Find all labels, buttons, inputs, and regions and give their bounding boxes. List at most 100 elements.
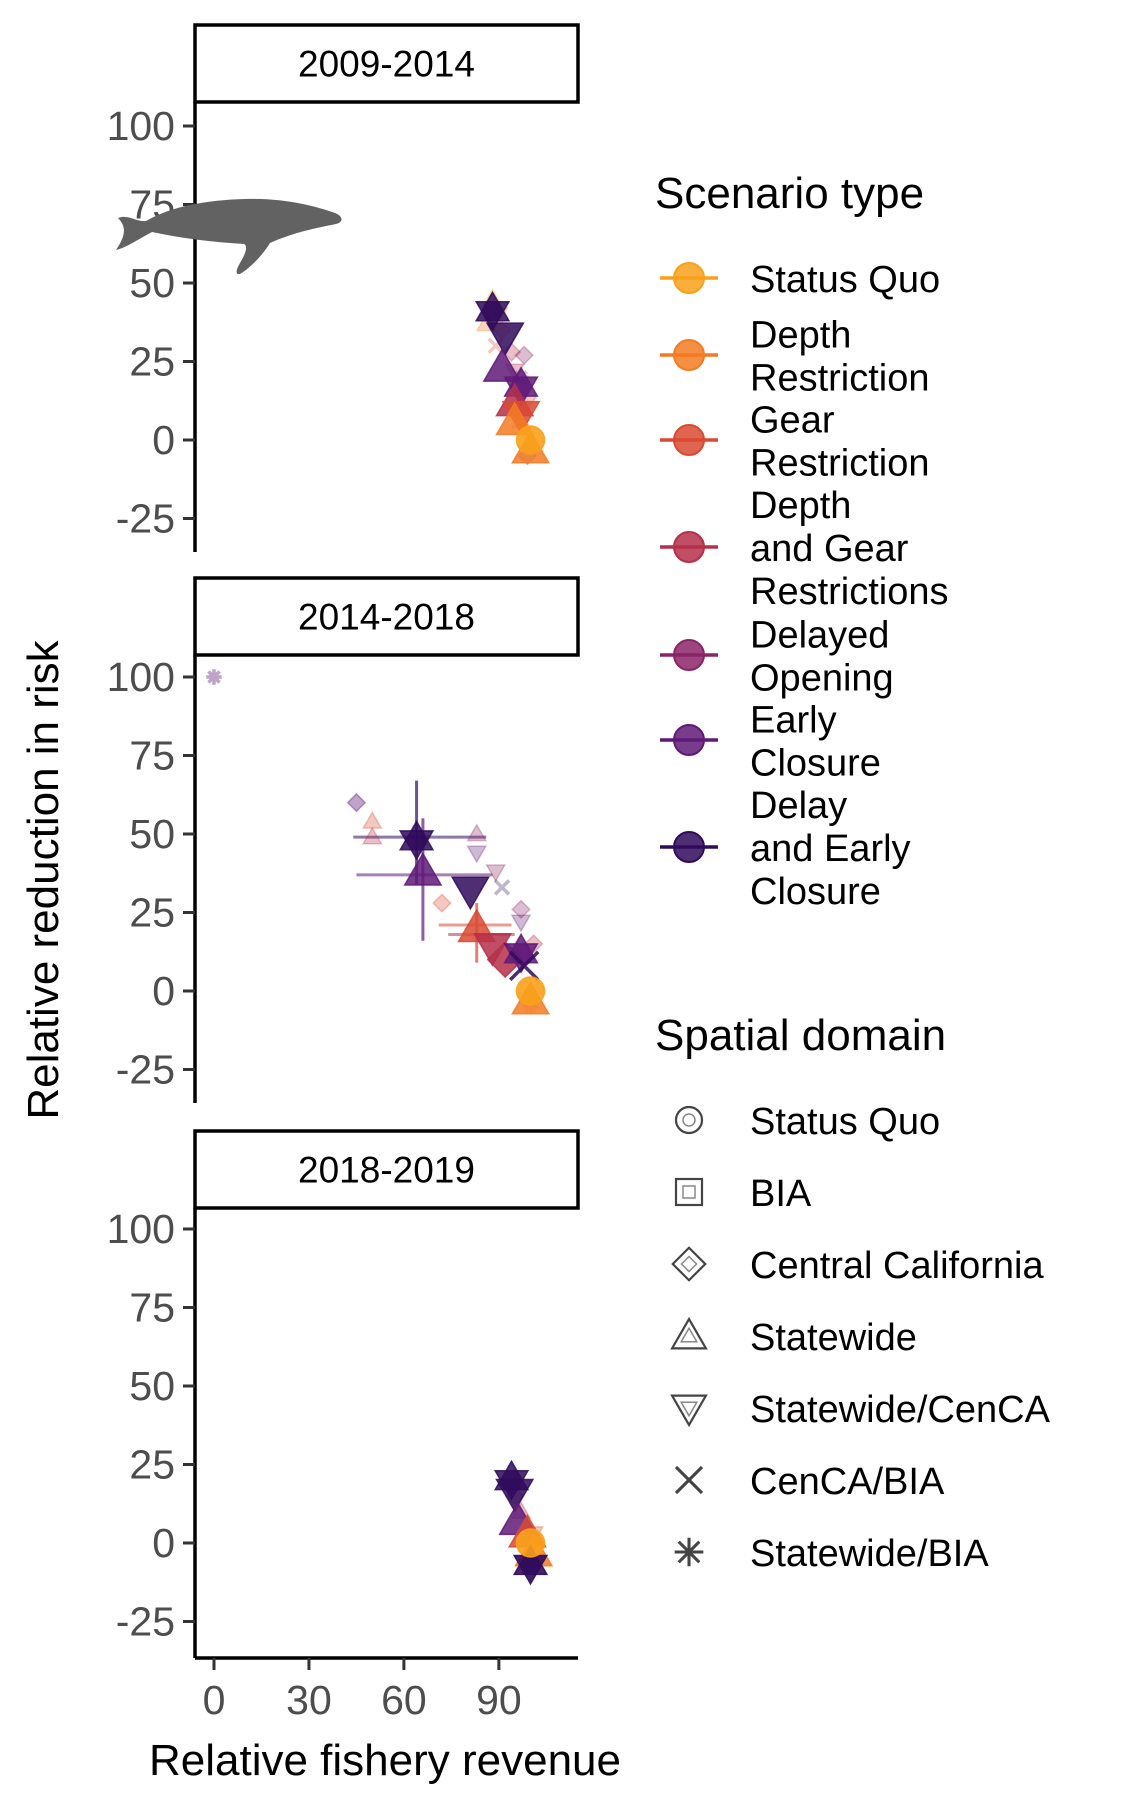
data-point <box>495 401 535 436</box>
legend-label: Gear <box>750 400 835 442</box>
y-tick-label: 100 <box>107 1206 175 1252</box>
legend-key-marker <box>673 531 705 563</box>
legend-item: Status Quo <box>660 259 940 301</box>
legend-item: Statewide <box>670 1316 917 1359</box>
y-tick-label: -25 <box>116 496 175 542</box>
data-point <box>361 826 383 845</box>
legend-key-marker <box>673 424 705 456</box>
x-axis-label: Relative fishery revenue <box>149 1736 621 1785</box>
panel-strip <box>193 1129 580 1210</box>
y-tick-label: 75 <box>129 733 175 779</box>
legend-label: Opening <box>750 658 894 700</box>
legend-key-marker <box>673 831 705 863</box>
data-point <box>514 345 535 366</box>
legend-key-shape <box>674 1177 704 1207</box>
legend-item: BIA <box>674 1173 812 1215</box>
x-tick-label: 0 <box>203 1677 226 1723</box>
y-tick-label: 0 <box>152 968 175 1014</box>
legend-spatial-domain: Spatial domain Status Quo BIA Central Calif… <box>655 1011 1051 1575</box>
panel-3: 2018-2019 100 75 50 25 0 -25 0 30 60 90 <box>107 1129 580 1723</box>
y-tick-label: 50 <box>129 811 175 857</box>
y-axis-label: Relative reduction in risk <box>19 639 68 1119</box>
legend-label: Central California <box>750 1245 1044 1287</box>
legend-label: Restriction <box>750 358 930 400</box>
data-point <box>206 669 222 685</box>
legend-label: Delayed <box>750 615 889 657</box>
panel-title: 2009-2014 <box>298 44 475 85</box>
data-point <box>493 879 511 896</box>
legend-label: Status Quo <box>750 1101 940 1143</box>
y-tick-label: -25 <box>116 1047 175 1093</box>
data-point <box>485 864 507 883</box>
legend-label: Restriction <box>750 443 930 485</box>
data-point <box>508 950 540 982</box>
legend-key-shape <box>670 1394 708 1428</box>
data-point <box>495 1478 535 1513</box>
legend-item: Central California <box>671 1245 1044 1287</box>
y-tick-label: 25 <box>129 890 175 936</box>
y-tick-label: 75 <box>129 1285 175 1331</box>
legend-key-marker <box>673 339 705 371</box>
legend-item: Status Quo <box>674 1101 940 1143</box>
x-tick-label: 30 <box>286 1677 332 1723</box>
y-tick-label: 50 <box>129 260 175 306</box>
legend-label: Delay <box>750 785 847 827</box>
data-point <box>510 914 532 933</box>
data-point <box>515 425 546 455</box>
legend-key-shape <box>671 1246 707 1282</box>
data-point <box>466 823 488 842</box>
data-point <box>474 290 511 332</box>
legend-key-inner <box>679 1401 699 1418</box>
legend-label: Early <box>750 700 837 742</box>
data-point <box>512 1544 549 1586</box>
humpback-whale-icon <box>116 198 342 275</box>
legend-label: BIA <box>750 1173 812 1215</box>
legend-item: CenCA/BIA <box>674 1461 945 1503</box>
legend-label: Statewide/BIA <box>750 1533 989 1575</box>
legend-label: Status Quo <box>750 259 940 301</box>
y-tick-label: 100 <box>107 103 175 149</box>
panel-strip <box>193 576 580 657</box>
legend-key-marker <box>673 639 705 671</box>
legend-label: Closure <box>750 743 881 785</box>
legend-label: CenCA/BIA <box>750 1461 945 1503</box>
legend-key-marker <box>673 262 705 294</box>
y-tick-label: 100 <box>107 654 175 700</box>
legend-key-marker <box>673 724 705 756</box>
legend-key-inner <box>679 1326 699 1343</box>
data-point <box>515 1528 546 1558</box>
data-point <box>403 851 443 886</box>
legend-label: Statewide/CenCA <box>750 1389 1051 1431</box>
panel-title: 2014-2018 <box>298 597 475 638</box>
data-point <box>485 322 525 357</box>
x-tick-label: 60 <box>381 1677 427 1723</box>
data-point <box>482 348 522 382</box>
legend-label: Depth <box>750 315 851 357</box>
data-point <box>511 899 531 920</box>
legend-label: Restrictions <box>750 571 949 613</box>
data-point <box>466 845 488 864</box>
legend-item: Statewide/BIA <box>674 1533 989 1575</box>
data-point <box>361 810 383 829</box>
y-tick-label: 0 <box>152 1520 175 1566</box>
data-point <box>515 976 546 1006</box>
legend-key-inner <box>682 1113 696 1127</box>
y-tick-label: -25 <box>116 1599 175 1645</box>
legend-key-shape <box>674 1537 704 1567</box>
legend-key-shape <box>670 1316 708 1350</box>
y-tick-label: 50 <box>129 1363 175 1409</box>
legend-title: Scenario type <box>655 169 924 218</box>
data-point <box>398 819 435 861</box>
legend-label: Statewide <box>750 1317 917 1359</box>
legend-label: and Gear <box>750 528 909 570</box>
legend-label: and Early <box>750 828 911 870</box>
legend-key-inner <box>682 1185 696 1199</box>
